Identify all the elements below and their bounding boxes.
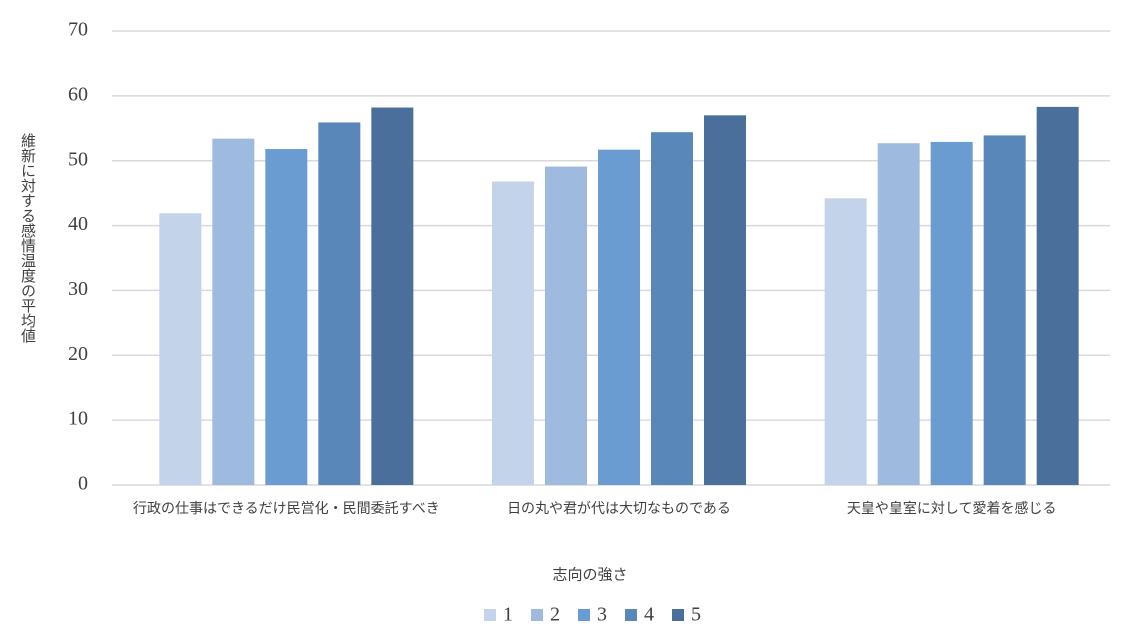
bar xyxy=(930,141,973,486)
legend-swatch xyxy=(672,609,684,621)
y-axis-title: 維新に対する感情温度の平均値 xyxy=(19,133,36,343)
bar xyxy=(983,135,1026,486)
legend-label: 2 xyxy=(550,604,560,626)
legend-label: 3 xyxy=(597,604,607,626)
y-tick-label: 20 xyxy=(68,343,88,365)
bar xyxy=(598,149,640,485)
legend-swatch xyxy=(625,609,637,621)
bar xyxy=(545,166,587,485)
y-tick-label: 0 xyxy=(78,473,88,495)
bar xyxy=(265,149,308,486)
bar xyxy=(704,115,746,486)
legend-swatch xyxy=(484,609,496,621)
bar xyxy=(159,213,202,485)
x-tick-label: 天皇や皇室に対して愛着を感じる xyxy=(847,500,1057,517)
y-tick-label: 10 xyxy=(68,408,88,430)
y-tick-label: 30 xyxy=(68,278,88,300)
legend-label: 4 xyxy=(644,604,654,626)
y-tick-label: 60 xyxy=(68,83,88,105)
legend-swatch xyxy=(531,609,543,621)
y-tick-label: 50 xyxy=(68,148,88,170)
x-tick-label: 行政の仕事はできるだけ民営化・民間委託すべき xyxy=(133,501,440,517)
legend-label: 1 xyxy=(503,604,513,626)
y-tick-label: 40 xyxy=(68,213,88,235)
bar xyxy=(824,198,867,485)
bar xyxy=(1036,106,1079,485)
x-tick-label: 日の丸や君が代は大切なものである xyxy=(507,501,731,517)
bar xyxy=(651,132,693,486)
bar xyxy=(212,138,255,486)
bar xyxy=(318,122,361,485)
bar xyxy=(492,181,534,485)
bar xyxy=(371,107,414,485)
y-tick-label: 70 xyxy=(68,19,88,41)
legend-swatch xyxy=(578,609,590,621)
x-axis-title: 志向の強さ xyxy=(552,566,627,583)
legend-label: 5 xyxy=(691,604,701,626)
bar xyxy=(877,143,920,485)
